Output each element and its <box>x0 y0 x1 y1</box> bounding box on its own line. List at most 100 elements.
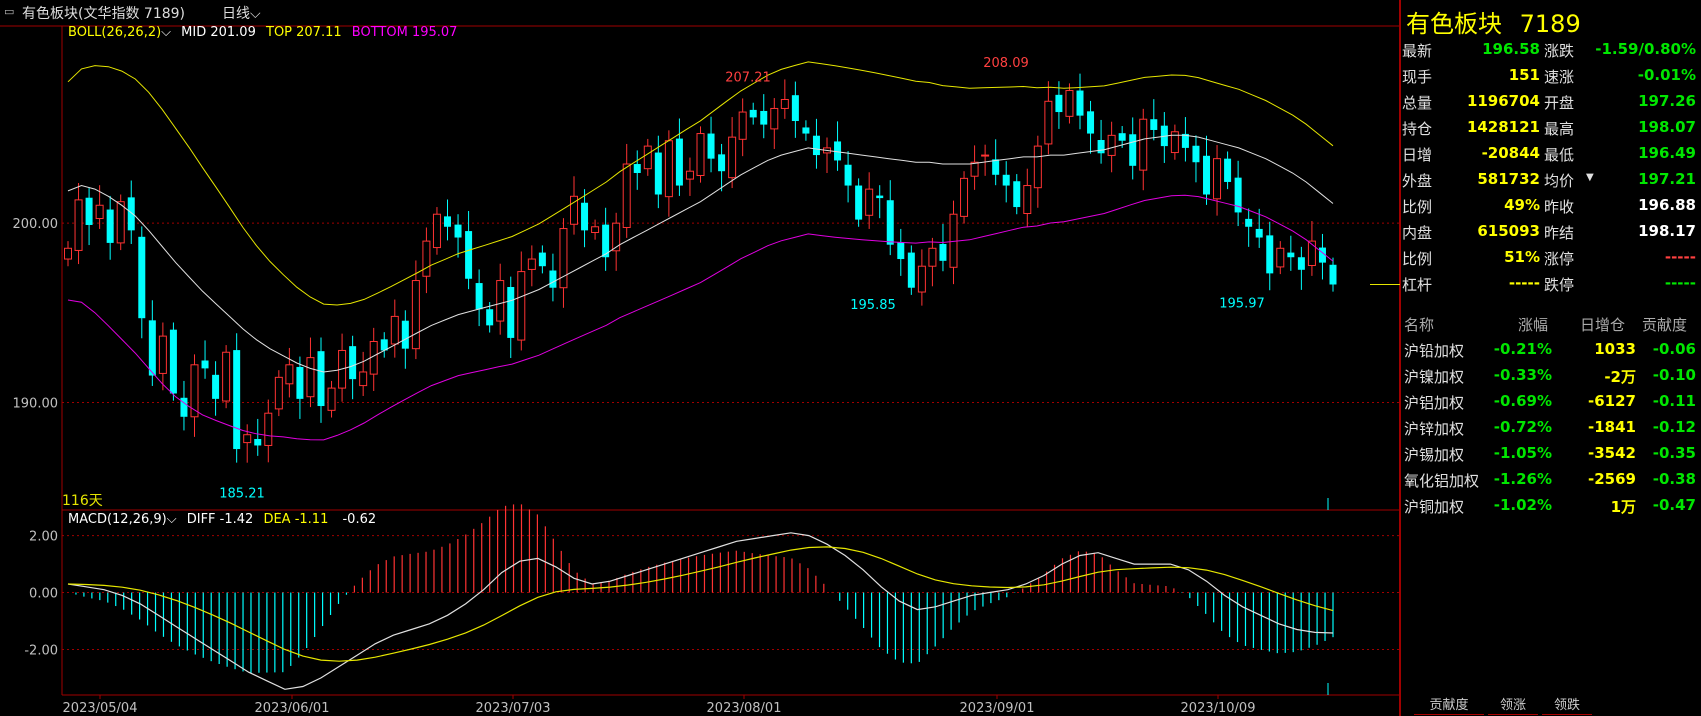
candle-body <box>444 216 451 227</box>
column-header[interactable]: 日增仓 <box>1580 316 1626 334</box>
component-change: -1.26% <box>1493 470 1552 488</box>
candle-body <box>274 376 283 410</box>
column-header[interactable]: 涨幅 <box>1518 316 1549 334</box>
quote-label: 日增 <box>1402 146 1433 164</box>
price-annotation: 208.09 <box>983 56 1029 71</box>
candle-body <box>106 209 114 243</box>
candle-body <box>654 152 662 195</box>
component-oi: -3542 <box>1588 444 1636 462</box>
candle-body <box>643 145 652 170</box>
quote-label: 内盘 <box>1402 224 1433 242</box>
quote-value: -1.59/0.80% <box>1595 40 1696 58</box>
table-row[interactable]: 沪铜加权 -1.02% 1万 -0.47 <box>1402 496 1701 522</box>
quote-value: 197.26 <box>1638 92 1696 110</box>
window-title: 有色板块(文华指数 7189) <box>22 6 186 22</box>
dropdown-arrow-icon[interactable]: ▼ <box>1586 172 1594 183</box>
price-tick-label: 200.00 <box>13 217 59 232</box>
candle-body <box>602 224 610 258</box>
quote-row: 最新 196.58 涨跌 -1.59/0.80% <box>1402 40 1701 66</box>
quote-title: 有色板块 <box>1406 10 1502 38</box>
candle-body <box>591 226 600 234</box>
chevron-down-icon: ⌵ <box>161 25 172 40</box>
candle-body <box>432 213 441 249</box>
component-change: -0.69% <box>1493 392 1552 410</box>
quote-label: 外盘 <box>1402 172 1433 190</box>
candle-body <box>1266 235 1274 274</box>
candle-body <box>834 141 842 161</box>
candle-body <box>1118 133 1126 141</box>
quote-value: 51% <box>1504 248 1540 266</box>
tab-leading-down-label: 领跌 <box>1553 698 1580 713</box>
macd-legend[interactable]: MACD(12,26,9)⌵ DIFF -1.42 DEA -1.11 -0.6… <box>68 512 376 527</box>
quote-value: 196.49 <box>1638 144 1696 162</box>
table-row[interactable]: 沪铅加权 -0.21% 1033 -0.06 <box>1402 340 1701 366</box>
candle-body <box>1255 228 1263 238</box>
candle-body <box>1002 174 1010 186</box>
candle-body <box>1203 155 1210 195</box>
candle-body <box>917 265 926 293</box>
candle-body <box>791 95 799 122</box>
candle-body <box>465 231 473 279</box>
quote-label: 最高 <box>1544 120 1575 138</box>
candle-body <box>1213 158 1222 200</box>
candle-body <box>981 154 990 157</box>
tab-leading-down[interactable]: 领跌 <box>1542 694 1592 715</box>
table-row[interactable]: 氧化铝加权 -1.26% -2569 -0.38 <box>1402 470 1701 496</box>
candle-body <box>527 258 536 270</box>
quote-header: 有色板块 7189 <box>1406 4 1581 39</box>
date-tick-label: 2023/07/03 <box>476 701 551 716</box>
quote-label: 跌停 <box>1544 276 1575 294</box>
candle-body <box>549 270 557 288</box>
table-row[interactable]: 沪镍加权 -0.33% -2万 -0.10 <box>1402 366 1701 392</box>
quote-value: 198.07 <box>1638 118 1696 136</box>
column-header[interactable]: 名称 <box>1404 316 1435 334</box>
candle-body <box>411 280 420 350</box>
candle-body <box>233 350 241 450</box>
candle-body <box>116 201 125 244</box>
tab-contribution[interactable]: 贡献度 <box>1414 694 1484 715</box>
candle-body <box>317 351 325 407</box>
period-label: 日线 <box>222 6 250 22</box>
candle-body <box>201 360 209 369</box>
candle-body <box>865 188 874 216</box>
candle-body <box>738 111 747 140</box>
candle-body <box>1097 140 1105 154</box>
window-icon[interactable]: ▭ <box>4 5 15 18</box>
candle-body <box>475 283 483 310</box>
candle-body <box>138 236 146 319</box>
table-row[interactable]: 沪铝加权 -0.69% -6127 -0.11 <box>1402 392 1701 418</box>
chevron-down-icon: ⌵ <box>166 512 177 527</box>
tab-contribution-label: 贡献度 <box>1429 698 1469 713</box>
candle-body <box>1224 158 1232 182</box>
quote-row: 总量 1196704 开盘 197.26 <box>1402 92 1701 118</box>
table-row[interactable]: 沪锌加权 -0.72% -1841 -0.12 <box>1402 418 1701 444</box>
quote-value: ----- <box>1664 274 1696 292</box>
candle-body <box>886 200 894 245</box>
boll-legend[interactable]: BOLL(26,26,2)⌵ MID 201.09 TOP 207.11 BOT… <box>68 25 457 40</box>
period-selector[interactable]: 日线⌵ <box>222 3 261 23</box>
kline-chart[interactable]: 200.00 190.00 2.00 0.00 -2.00 2023/05/04 2023/… <box>0 0 1402 716</box>
tab-leading-up-label: 领涨 <box>1499 698 1526 713</box>
column-header[interactable]: 贡献度 <box>1642 316 1688 334</box>
table-row[interactable]: 沪锡加权 -1.05% -3542 -0.35 <box>1402 444 1701 470</box>
component-oi: 1万 <box>1610 498 1636 516</box>
candle-body <box>570 195 578 225</box>
candle-body <box>1276 247 1285 268</box>
component-name: 沪锌加权 <box>1404 420 1465 438</box>
boll-name: BOLL(26,26,2) <box>68 25 162 40</box>
quote-label: 比例 <box>1402 250 1433 268</box>
candle-body <box>675 138 683 186</box>
candle-body <box>939 243 947 261</box>
quote-label: 现手 <box>1402 68 1433 86</box>
component-change: -1.05% <box>1493 444 1552 462</box>
candle-body <box>897 242 905 260</box>
candle-body <box>1107 134 1116 156</box>
candle-body <box>1192 145 1200 163</box>
candle-body <box>1129 134 1137 166</box>
macd-diff-line <box>67 532 1334 690</box>
candle-body <box>359 371 368 387</box>
candle-body <box>380 339 388 351</box>
candle-body <box>992 159 1000 175</box>
tab-leading-up[interactable]: 领涨 <box>1488 694 1538 715</box>
candle-body <box>812 135 820 156</box>
